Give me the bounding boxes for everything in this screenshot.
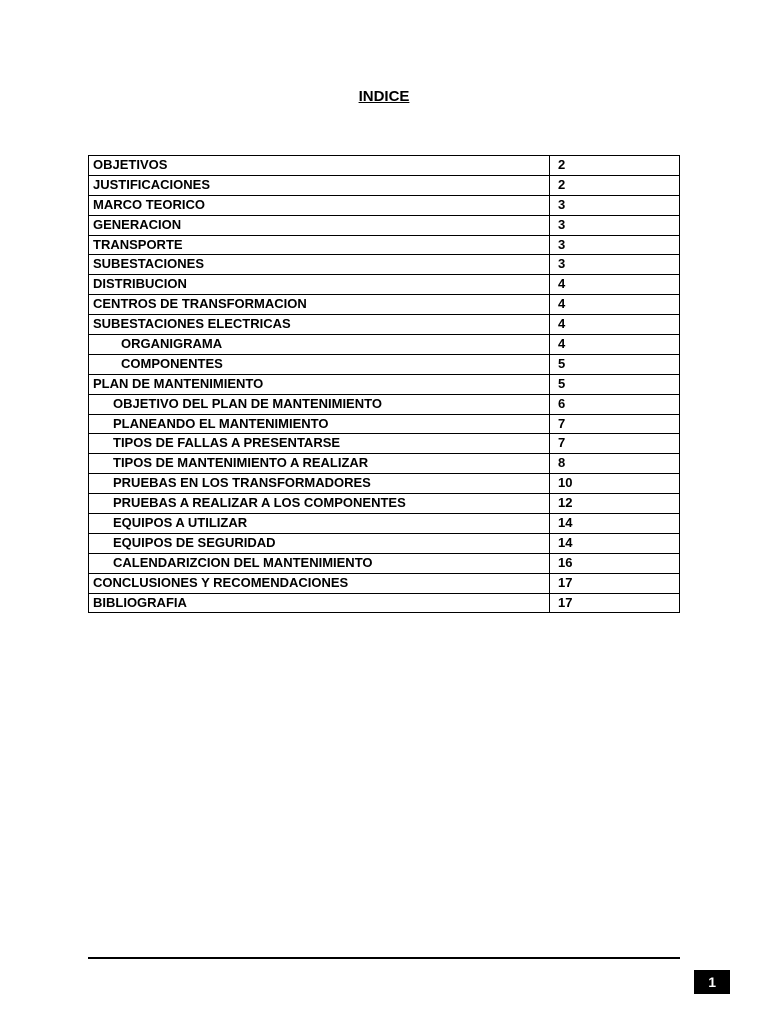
toc-table-body: OBJETIVOS2JUSTIFICACIONES2MARCO TEORICO3… bbox=[89, 156, 680, 613]
toc-entry-page: 14 bbox=[549, 533, 679, 553]
toc-entry-title: EQUIPOS DE SEGURIDAD bbox=[89, 533, 550, 553]
footer-divider bbox=[88, 957, 680, 959]
page-title: INDICE bbox=[88, 88, 680, 105]
toc-entry-title: CONCLUSIONES Y RECOMENDACIONES bbox=[89, 573, 550, 593]
toc-entry-page: 8 bbox=[549, 454, 679, 474]
toc-entry-title: PRUEBAS EN LOS TRANSFORMADORES bbox=[89, 474, 550, 494]
toc-entry-title: TIPOS DE FALLAS A PRESENTARSE bbox=[89, 434, 550, 454]
toc-entry-page: 12 bbox=[549, 494, 679, 514]
table-row: TIPOS DE MANTENIMIENTO A REALIZAR8 bbox=[89, 454, 680, 474]
toc-entry-title: TIPOS DE MANTENIMIENTO A REALIZAR bbox=[89, 454, 550, 474]
toc-entry-page: 4 bbox=[549, 335, 679, 355]
table-row: CENTROS DE TRANSFORMACION4 bbox=[89, 295, 680, 315]
toc-entry-page: 7 bbox=[549, 414, 679, 434]
toc-entry-page: 3 bbox=[549, 215, 679, 235]
toc-entry-title: SUBESTACIONES bbox=[89, 255, 550, 275]
table-row: PRUEBAS A REALIZAR A LOS COMPONENTES12 bbox=[89, 494, 680, 514]
toc-entry-title: CENTROS DE TRANSFORMACION bbox=[89, 295, 550, 315]
toc-entry-title: PRUEBAS A REALIZAR A LOS COMPONENTES bbox=[89, 494, 550, 514]
table-row: CONCLUSIONES Y RECOMENDACIONES17 bbox=[89, 573, 680, 593]
toc-entry-page: 17 bbox=[549, 573, 679, 593]
toc-entry-title: GENERACION bbox=[89, 215, 550, 235]
toc-entry-title: OBJETIVO DEL PLAN DE MANTENIMIENTO bbox=[89, 394, 550, 414]
table-row: SUBESTACIONES ELECTRICAS4 bbox=[89, 315, 680, 335]
toc-entry-page: 6 bbox=[549, 394, 679, 414]
toc-entry-page: 3 bbox=[549, 235, 679, 255]
toc-entry-page: 3 bbox=[549, 255, 679, 275]
table-row: EQUIPOS A UTILIZAR14 bbox=[89, 514, 680, 534]
toc-table: OBJETIVOS2JUSTIFICACIONES2MARCO TEORICO3… bbox=[88, 155, 680, 613]
table-row: OBJETIVOS2 bbox=[89, 156, 680, 176]
table-row: GENERACION3 bbox=[89, 215, 680, 235]
table-row: CALENDARIZCION DEL MANTENIMIENTO16 bbox=[89, 553, 680, 573]
toc-entry-page: 14 bbox=[549, 514, 679, 534]
toc-entry-page: 4 bbox=[549, 295, 679, 315]
toc-entry-page: 4 bbox=[549, 315, 679, 335]
table-row: BIBLIOGRAFIA17 bbox=[89, 593, 680, 613]
toc-entry-title: DISTRIBUCION bbox=[89, 275, 550, 295]
table-row: COMPONENTES5 bbox=[89, 354, 680, 374]
toc-entry-title: EQUIPOS A UTILIZAR bbox=[89, 514, 550, 534]
toc-entry-page: 5 bbox=[549, 354, 679, 374]
table-row: OBJETIVO DEL PLAN DE MANTENIMIENTO6 bbox=[89, 394, 680, 414]
toc-entry-page: 5 bbox=[549, 374, 679, 394]
table-row: DISTRIBUCION4 bbox=[89, 275, 680, 295]
table-row: JUSTIFICACIONES2 bbox=[89, 175, 680, 195]
toc-entry-page: 17 bbox=[549, 593, 679, 613]
document-page: INDICE OBJETIVOS2JUSTIFICACIONES2MARCO T… bbox=[0, 0, 768, 613]
page-number: 1 bbox=[694, 970, 730, 994]
toc-entry-page: 3 bbox=[549, 195, 679, 215]
toc-entry-page: 16 bbox=[549, 553, 679, 573]
toc-entry-title: MARCO TEORICO bbox=[89, 195, 550, 215]
toc-entry-title: PLANEANDO EL MANTENIMIENTO bbox=[89, 414, 550, 434]
toc-entry-page: 2 bbox=[549, 156, 679, 176]
toc-entry-title: OBJETIVOS bbox=[89, 156, 550, 176]
toc-entry-page: 2 bbox=[549, 175, 679, 195]
table-row: EQUIPOS DE SEGURIDAD14 bbox=[89, 533, 680, 553]
table-row: TRANSPORTE3 bbox=[89, 235, 680, 255]
table-row: PLANEANDO EL MANTENIMIENTO7 bbox=[89, 414, 680, 434]
table-row: PRUEBAS EN LOS TRANSFORMADORES10 bbox=[89, 474, 680, 494]
toc-entry-title: SUBESTACIONES ELECTRICAS bbox=[89, 315, 550, 335]
toc-entry-title: ORGANIGRAMA bbox=[89, 335, 550, 355]
toc-entry-page: 4 bbox=[549, 275, 679, 295]
toc-entry-title: COMPONENTES bbox=[89, 354, 550, 374]
table-row: SUBESTACIONES3 bbox=[89, 255, 680, 275]
table-row: MARCO TEORICO3 bbox=[89, 195, 680, 215]
toc-entry-title: CALENDARIZCION DEL MANTENIMIENTO bbox=[89, 553, 550, 573]
table-row: PLAN DE MANTENIMIENTO5 bbox=[89, 374, 680, 394]
table-row: ORGANIGRAMA4 bbox=[89, 335, 680, 355]
toc-entry-page: 10 bbox=[549, 474, 679, 494]
toc-entry-page: 7 bbox=[549, 434, 679, 454]
toc-entry-title: JUSTIFICACIONES bbox=[89, 175, 550, 195]
table-row: TIPOS DE FALLAS A PRESENTARSE7 bbox=[89, 434, 680, 454]
toc-entry-title: PLAN DE MANTENIMIENTO bbox=[89, 374, 550, 394]
toc-entry-title: BIBLIOGRAFIA bbox=[89, 593, 550, 613]
toc-entry-title: TRANSPORTE bbox=[89, 235, 550, 255]
